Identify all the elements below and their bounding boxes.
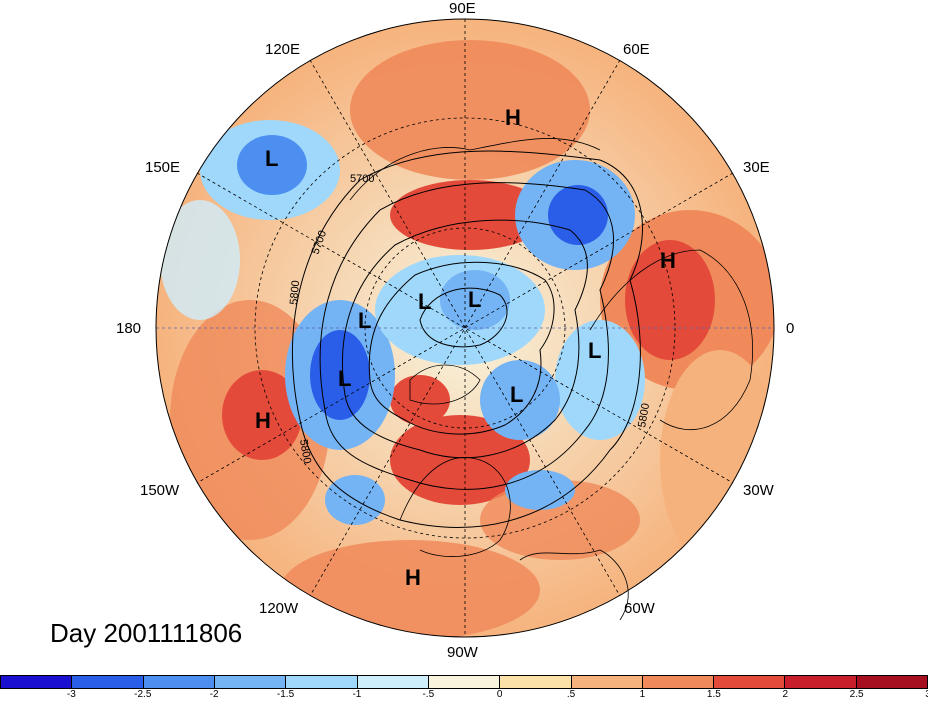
lon-label-60w: 60W bbox=[624, 600, 655, 617]
contour-label: 5700 bbox=[350, 173, 374, 185]
low-center: L bbox=[588, 338, 601, 363]
colorbar-swatch bbox=[1, 676, 73, 688]
graticule bbox=[156, 19, 774, 637]
lon-label-30e: 30E bbox=[743, 159, 770, 176]
colorbar-tick-label: 0 bbox=[496, 689, 503, 700]
colorbar-swatch bbox=[785, 676, 857, 688]
colorbar-swatch bbox=[143, 676, 215, 688]
pressure-centers: H H H H L L L L L L L bbox=[255, 105, 676, 590]
colorbar-tick-label: -2.5 bbox=[134, 689, 152, 700]
lon-label-150w: 150W bbox=[140, 482, 180, 499]
coastlines bbox=[349, 138, 753, 621]
colorbar-swatch bbox=[714, 676, 786, 688]
lon-label-120e: 120E bbox=[265, 41, 301, 58]
map-title: Day 2001111806 bbox=[50, 618, 243, 648]
contour-label: 5800 bbox=[636, 402, 652, 428]
height-contours bbox=[292, 150, 643, 528]
lon-label-150e: 150E bbox=[145, 159, 181, 176]
colorbar bbox=[0, 675, 928, 689]
lon-label-60e: 60E bbox=[623, 41, 650, 58]
lon-label-120w: 120W bbox=[259, 600, 299, 617]
colorbar-swatch bbox=[428, 676, 501, 688]
colorbar-swatch bbox=[500, 676, 572, 688]
lon-label-180: 180 bbox=[116, 320, 142, 337]
colorbar-tick-label: .5 bbox=[566, 689, 576, 700]
colorbar-tick-label: -1 bbox=[352, 689, 362, 700]
map-border bbox=[155, 18, 775, 638]
contour-labels: 5700 5700 5800 5800 5800 bbox=[288, 173, 652, 465]
lon-label-0: 0 bbox=[786, 320, 795, 337]
colorbar-swatch bbox=[856, 676, 928, 688]
colorbar-tick-label: 3 bbox=[925, 689, 928, 700]
low-center: L bbox=[510, 382, 523, 407]
low-center: L bbox=[265, 146, 278, 171]
high-center: H bbox=[405, 565, 421, 590]
colorbar-tick-label: -.5 bbox=[422, 689, 435, 700]
low-center: L bbox=[358, 308, 371, 333]
lon-label-30w: 30W bbox=[743, 482, 774, 499]
colorbar-swatch bbox=[642, 676, 715, 688]
colorbar-tick-label: -3 bbox=[66, 689, 76, 700]
colorbar-swatch bbox=[72, 676, 144, 688]
colorbar-tick-label: -1.5 bbox=[276, 689, 295, 700]
high-center: H bbox=[255, 408, 271, 433]
colorbar-tick-label: 2.5 bbox=[849, 689, 864, 700]
contour-label: 5800 bbox=[288, 280, 302, 305]
contour-label: 5800 bbox=[297, 438, 313, 464]
colorbar-tick-label: -2 bbox=[209, 689, 219, 700]
low-center: L bbox=[338, 366, 351, 391]
low-center: L bbox=[418, 289, 431, 314]
colorbar-tick-label: 2 bbox=[782, 689, 788, 700]
high-center: H bbox=[660, 248, 676, 273]
colorbar-swatch bbox=[214, 676, 287, 688]
polar-stereographic-map: H H H H L L L L L L L 5700 5700 5800 580… bbox=[155, 18, 775, 638]
colorbar-swatch bbox=[357, 676, 429, 688]
colorbar-swatch bbox=[571, 676, 643, 688]
lon-label-90w: 90W bbox=[447, 644, 478, 661]
colorbar-tick-label: 1 bbox=[639, 689, 646, 700]
high-center: H bbox=[505, 105, 521, 130]
colorbar-tick-label: 1.5 bbox=[706, 689, 721, 700]
low-center: L bbox=[468, 287, 481, 312]
lon-label-90e: 90E bbox=[449, 0, 476, 17]
colorbar-swatch bbox=[286, 676, 358, 688]
